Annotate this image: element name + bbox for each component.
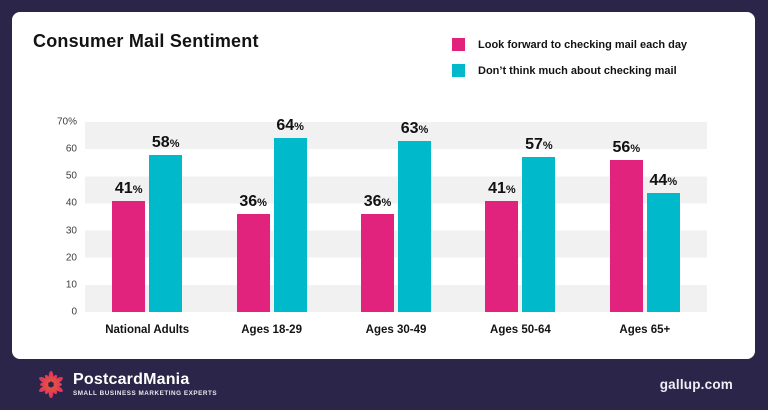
bar-value-label: 57% bbox=[525, 137, 553, 153]
bar-dont-think-ages-50-64 bbox=[522, 157, 556, 312]
bar-column: 36% bbox=[236, 194, 270, 312]
percent-sign: % bbox=[257, 197, 267, 210]
bar-group-ages-30-49: 36% 63% Ages 30-49 bbox=[334, 121, 458, 336]
bar-column: 56% bbox=[609, 140, 643, 312]
percent-sign: % bbox=[132, 183, 143, 196]
bar-dont-think-ages-65 bbox=[646, 192, 680, 312]
bar-group-ages-65: 56% 44% Ages 65+ bbox=[583, 122, 707, 336]
chart-card: Consumer Mail Sentiment Look forward to … bbox=[12, 12, 755, 359]
bar-look-forward-ages-18-29 bbox=[236, 214, 270, 312]
bar-column: 41% bbox=[112, 179, 146, 312]
bar-look-forward-national-adults bbox=[112, 200, 146, 312]
legend-label: Look forward to checking mail each day bbox=[478, 38, 688, 51]
category-label-ages-18-29: Ages 18-29 bbox=[241, 324, 302, 336]
bar-column: 58% bbox=[149, 133, 183, 312]
y-tick-label: 40 bbox=[65, 197, 77, 209]
bar-column: 63% bbox=[398, 121, 432, 312]
category-label-ages-50-64: Ages 50-64 bbox=[490, 324, 551, 336]
y-tick-label: 10 bbox=[65, 279, 77, 291]
logo-wordmark: PostcardMania bbox=[73, 370, 190, 388]
y-tick-label: 20 bbox=[65, 252, 77, 264]
y-tick-label: 0 bbox=[71, 306, 77, 318]
bar-group-ages-18-29: 36% 64% Ages 18-29 bbox=[209, 118, 333, 336]
cyan-swatch-icon bbox=[452, 64, 465, 77]
bar-pair: 56% 44% bbox=[609, 140, 680, 312]
legend-item-look-forward: Look forward to checking mail each day bbox=[452, 38, 687, 51]
percent-sign: % bbox=[169, 137, 180, 150]
category-label-national-adults: National Adults bbox=[105, 324, 190, 336]
percent-sign: % bbox=[630, 143, 641, 155]
bar-value: 41 bbox=[488, 179, 506, 197]
bar-group-national-adults: 41% 58% National Adults bbox=[85, 122, 209, 336]
bar-look-forward-ages-65 bbox=[609, 160, 643, 312]
bar-group-ages-50-64: 41% 57% Ages 50-64 bbox=[458, 122, 582, 336]
postcardmania-logo: PostcardMania SMALL BUSINESS MARKETING E… bbox=[36, 368, 217, 401]
bar-value: 58 bbox=[151, 133, 170, 151]
y-tick-label: 70% bbox=[56, 116, 77, 128]
bar-value: 44 bbox=[649, 171, 668, 189]
chart-title: Consumer Mail Sentiment bbox=[33, 31, 259, 51]
legend-label: Don’t think much about checking mail bbox=[478, 64, 677, 77]
bar-dont-think-national-adults bbox=[149, 154, 183, 312]
bar-pair: 41% 58% bbox=[112, 133, 183, 312]
category-label-ages-65: Ages 65+ bbox=[619, 324, 671, 336]
percent-sign: % bbox=[542, 140, 553, 153]
bar-value-label: 58% bbox=[151, 133, 180, 151]
y-tick-label: 60 bbox=[65, 143, 77, 155]
bar-value: 57 bbox=[525, 136, 543, 154]
bar-value-label: 64% bbox=[276, 118, 304, 134]
bar-value: 41 bbox=[114, 179, 133, 197]
percent-sign: % bbox=[418, 124, 429, 136]
y-tick-label: 50 bbox=[65, 170, 77, 182]
bar-look-forward-ages-30-49 bbox=[361, 214, 395, 312]
bar-look-forward-ages-50-64 bbox=[485, 200, 519, 312]
bar-value-label: 63% bbox=[401, 121, 429, 137]
bar-value: 36 bbox=[363, 193, 382, 211]
percent-sign: % bbox=[667, 175, 678, 188]
postcardmania-starburst-icon bbox=[39, 370, 63, 399]
y-tick-label: 30 bbox=[65, 225, 77, 237]
legend: Look forward to checking mail each day D… bbox=[452, 38, 687, 77]
logo-tagline: SMALL BUSINESS MARKETING EXPERTS bbox=[73, 390, 218, 398]
footer-bar: PostcardMania SMALL BUSINESS MARKETING E… bbox=[0, 359, 768, 410]
bar-column: 41% bbox=[485, 179, 519, 312]
pink-swatch-icon bbox=[452, 38, 465, 51]
category-label-ages-30-49: Ages 30-49 bbox=[365, 324, 427, 336]
bar-value-label: 36% bbox=[239, 194, 267, 210]
bar-value: 36 bbox=[239, 193, 258, 211]
legend-item-dont-think: Don’t think much about checking mail bbox=[452, 64, 687, 77]
bar-value-label: 44% bbox=[649, 171, 678, 189]
bar-value-label: 41% bbox=[488, 179, 516, 197]
bar-value-label: 56% bbox=[613, 140, 641, 156]
bar-pair: 36% 63% bbox=[361, 121, 432, 312]
percent-sign: % bbox=[505, 183, 516, 196]
bar-column: 44% bbox=[646, 171, 680, 312]
y-axis: 70% 60 50 40 30 20 10 0 bbox=[35, 117, 77, 318]
percent-sign: % bbox=[294, 121, 304, 134]
bar-value: 64 bbox=[276, 117, 295, 135]
bar-pair: 36% 64% bbox=[236, 118, 307, 312]
percent-sign: % bbox=[381, 197, 392, 210]
bar-dont-think-ages-30-49 bbox=[398, 141, 432, 312]
bar-chart: 70% 60 50 40 30 20 10 0 41% 58% National Adults 36… bbox=[57, 117, 707, 336]
bar-value-label: 41% bbox=[114, 179, 143, 197]
source-credit: gallup.com bbox=[659, 377, 733, 392]
plot-area: 41% 58% National Adults 36% 64% Ages 18-29 36%… bbox=[85, 118, 707, 336]
bar-column: 64% bbox=[273, 118, 307, 312]
bar-value-label: 36% bbox=[364, 194, 392, 210]
bar-column: 57% bbox=[522, 137, 556, 312]
bar-column: 36% bbox=[361, 194, 395, 312]
bar-pair: 41% 57% bbox=[485, 137, 556, 312]
bar-value: 63 bbox=[400, 120, 419, 137]
bar-value: 56 bbox=[612, 139, 631, 156]
bar-dont-think-ages-18-29 bbox=[273, 138, 307, 312]
